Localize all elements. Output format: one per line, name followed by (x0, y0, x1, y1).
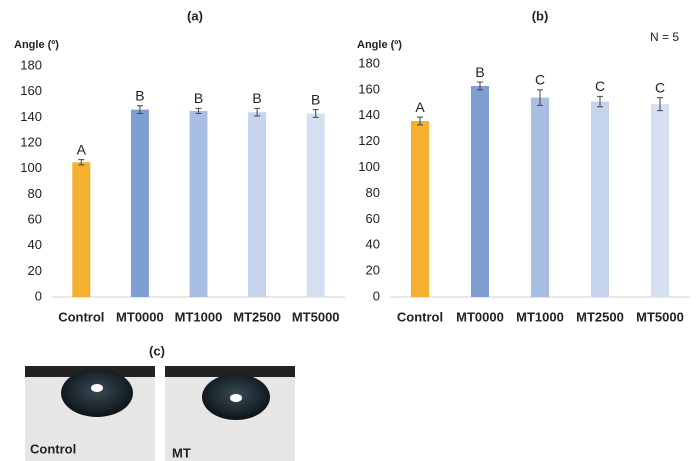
value-label: C (535, 72, 545, 88)
x-tick-label: MT1000 (175, 309, 223, 324)
y-tick-label: 180 (20, 57, 42, 72)
y-tick-label: 100 (358, 159, 380, 174)
y-tick-label: 20 (28, 263, 42, 278)
annotation: N = 5 (650, 30, 679, 44)
y-tick-label: 60 (28, 211, 42, 226)
value-label: C (595, 78, 605, 94)
x-tick-label: MT2500 (233, 309, 281, 324)
y-tick-label: 160 (20, 83, 42, 98)
x-tick-label: MT1000 (516, 309, 564, 324)
bar (190, 111, 208, 297)
photo-label: Control (30, 441, 76, 456)
bar (591, 102, 609, 297)
x-tick-label: MT5000 (636, 309, 684, 324)
bar (248, 112, 266, 297)
value-label: B (194, 90, 203, 106)
y-tick-label: 80 (28, 186, 42, 201)
bar (72, 162, 90, 297)
value-label: B (311, 91, 320, 107)
y-tick-label: 120 (358, 133, 380, 148)
chart-title: (a) (187, 8, 203, 23)
y-tick-label: 80 (366, 185, 380, 200)
bar (131, 110, 149, 297)
y-axis-label: Angle (º) (14, 39, 59, 51)
bar (531, 98, 549, 297)
value-label: C (655, 79, 665, 95)
x-tick-label: MT0000 (456, 309, 504, 324)
value-label: B (135, 87, 144, 103)
y-tick-label: 140 (358, 107, 380, 122)
bar (411, 121, 429, 297)
bar (307, 113, 325, 297)
figure: (c) Control MT (a) Angle (º) 0 20 40 60 80 100 1… (0, 0, 699, 461)
x-tick-label: MT5000 (292, 309, 340, 324)
y-tick-label: 180 (358, 55, 380, 70)
y-tick-label: 140 (20, 109, 42, 124)
photo-label: MT (172, 445, 191, 460)
value-label: B (252, 90, 261, 106)
chart-title: (b) (532, 8, 549, 23)
y-tick-label: 160 (358, 81, 380, 96)
value-label: A (415, 99, 425, 115)
y-tick-label: 40 (28, 237, 42, 252)
y-tick-label: 100 (20, 160, 42, 175)
y-axis-label: Angle (º) (357, 39, 402, 51)
y-tick-label: 40 (366, 237, 380, 252)
bar (471, 86, 489, 297)
value-label: B (475, 64, 484, 80)
value-label: A (77, 141, 87, 157)
y-tick-label: 0 (35, 288, 42, 303)
y-tick-label: 120 (20, 134, 42, 149)
bar (651, 104, 669, 297)
y-tick-label: 60 (366, 211, 380, 226)
x-tick-label: Control (397, 309, 443, 324)
x-tick-label: MT0000 (116, 309, 164, 324)
x-tick-label: Control (58, 309, 104, 324)
y-tick-label: 0 (373, 288, 380, 303)
panel-title: (c) (149, 343, 165, 358)
y-tick-label: 20 (366, 263, 380, 278)
x-tick-label: MT2500 (576, 309, 624, 324)
